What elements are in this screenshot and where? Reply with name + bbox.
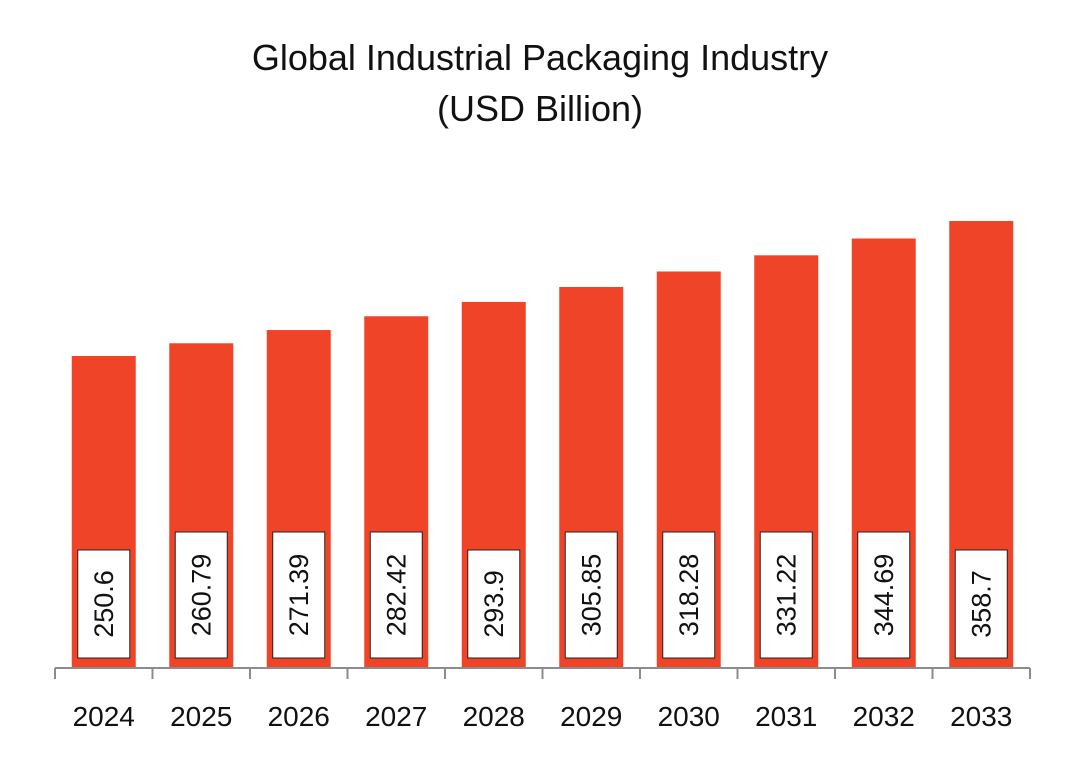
value-label: 358.7 xyxy=(966,570,996,638)
value-label-box xyxy=(759,531,813,659)
value-label: 293.9 xyxy=(479,570,509,638)
value-label-box xyxy=(564,531,618,659)
x-tick-label: 2025 xyxy=(170,701,232,732)
x-tick-label: 2027 xyxy=(365,701,427,732)
value-label-box xyxy=(954,549,1008,659)
value-label-box xyxy=(662,531,716,659)
x-tick-label: 2032 xyxy=(853,701,915,732)
x-tick-label: 2030 xyxy=(658,701,720,732)
value-label-box xyxy=(467,549,521,659)
value-label: 344.69 xyxy=(869,554,899,637)
value-label-box xyxy=(77,549,131,659)
x-tick-label: 2033 xyxy=(950,701,1012,732)
chart-title: Global Industrial Packaging Industry xyxy=(252,37,828,78)
x-tick-label: 2029 xyxy=(560,701,622,732)
value-label-box xyxy=(369,531,423,659)
x-tick-label: 2024 xyxy=(73,701,135,732)
value-label-box xyxy=(857,531,911,659)
value-label: 260.79 xyxy=(186,554,216,637)
value-labels-group: 250.6 260.79 271.39 282.42 293.9 305.85 318.28… xyxy=(77,531,1008,659)
value-label: 250.6 xyxy=(89,570,119,638)
value-label-box xyxy=(174,531,228,659)
value-label: 305.85 xyxy=(576,554,606,637)
value-label: 271.39 xyxy=(284,554,314,637)
value-label: 282.42 xyxy=(381,554,411,637)
chart-subtitle: (USD Billion) xyxy=(437,88,643,129)
value-label: 318.28 xyxy=(674,554,704,637)
value-label-box xyxy=(272,531,326,659)
x-tick-label: 2026 xyxy=(268,701,330,732)
x-tick-label: 2031 xyxy=(755,701,817,732)
x-tick-label: 2028 xyxy=(463,701,525,732)
x-axis: 2024 2025 2026 2027 2028 2029 2030 2031 2032 2033 xyxy=(54,667,1031,732)
value-label: 331.22 xyxy=(771,554,801,637)
